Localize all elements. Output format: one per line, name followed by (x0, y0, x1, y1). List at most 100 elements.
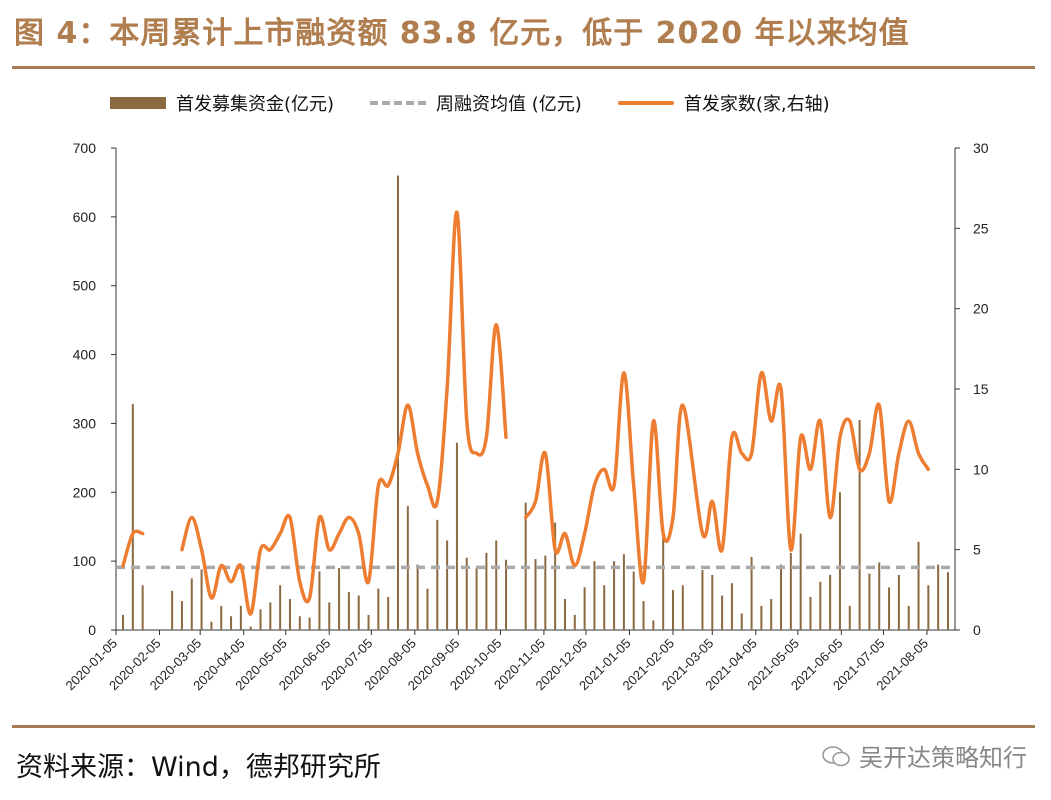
bar (946, 572, 949, 630)
bar (563, 599, 566, 630)
y-left-tick-label: 500 (73, 278, 97, 294)
bar (740, 613, 743, 630)
watermark-text: 吴开达策略知行 (859, 744, 1027, 772)
bar (171, 590, 174, 630)
bar (730, 583, 733, 630)
bar (259, 609, 262, 630)
bar (249, 626, 252, 630)
bar (426, 588, 429, 630)
bar (829, 574, 832, 630)
bar (593, 561, 596, 630)
source-note: 资料来源：Wind，德邦研究所 (16, 752, 381, 783)
bar (210, 621, 213, 630)
bar (220, 605, 223, 630)
bar (505, 559, 508, 630)
y-left-tick-label: 200 (73, 484, 97, 500)
bar (681, 585, 684, 630)
bar (671, 590, 674, 630)
bar (770, 599, 773, 630)
legend-item-line: 首发家数(家,右轴) (617, 90, 830, 116)
bar (279, 585, 282, 630)
page-title: 图 4：本周累计上市融资额 83.8 亿元，低于 2020 年以来均值 (14, 16, 910, 51)
bar (475, 568, 478, 630)
bar (230, 616, 233, 630)
legend-item-mean: 周融资均值 (亿元) (370, 90, 582, 116)
bar (338, 568, 341, 630)
bar (937, 564, 940, 630)
bar (848, 605, 851, 630)
chart-legend: 首发募集资金(亿元) 周融资均值 (亿元) 首发家数(家,右轴) (110, 90, 866, 116)
bar (455, 442, 458, 630)
y-right-tick-label: 0 (973, 622, 981, 638)
y-right-tick-label: 10 (973, 461, 989, 477)
y-right-tick-label: 20 (973, 301, 989, 317)
bar (838, 492, 841, 630)
bar (180, 601, 183, 630)
bar (799, 533, 802, 630)
bar (554, 522, 557, 630)
footer-divider (12, 725, 1035, 728)
bar (917, 541, 920, 630)
bar (652, 620, 655, 630)
bar (534, 559, 537, 630)
bar (436, 519, 439, 630)
title-divider (12, 66, 1035, 69)
bar (897, 574, 900, 630)
watermark: 吴开达策略知行 (821, 738, 1027, 773)
bar (269, 602, 272, 630)
bar (190, 578, 193, 630)
bar (367, 614, 370, 630)
bar (465, 557, 468, 630)
bar (377, 588, 380, 630)
bar (446, 540, 449, 630)
bar (809, 596, 812, 630)
wechat-icon (822, 745, 850, 766)
bar (416, 564, 419, 630)
bar (888, 587, 891, 630)
bar (868, 573, 871, 630)
bar (387, 596, 390, 630)
y-left-tick-label: 0 (88, 622, 96, 638)
legend-swatch-bar (110, 97, 166, 109)
bar (701, 570, 704, 630)
bar (573, 614, 576, 630)
bar (760, 605, 763, 630)
bar (603, 585, 606, 630)
bar (328, 602, 331, 630)
bar (711, 574, 714, 630)
bar (907, 605, 910, 630)
bar (721, 595, 724, 630)
bar (200, 569, 203, 630)
bar (583, 587, 586, 630)
bar (642, 601, 645, 630)
ipo-chart: 01002003004005006007000510152025302020-0… (62, 140, 989, 693)
bar (662, 537, 665, 630)
ipo-count-line (180, 210, 508, 616)
bar (485, 552, 488, 630)
bar (347, 592, 350, 630)
bar (544, 555, 547, 630)
y-left-tick-label: 400 (73, 347, 97, 363)
legend-label-mean: 周融资均值 (亿元) (436, 94, 582, 115)
bar (239, 605, 242, 630)
bar (789, 552, 792, 630)
y-left-tick-label: 100 (73, 553, 97, 569)
y-right-tick-label: 15 (973, 381, 989, 397)
y-left-tick-label: 600 (73, 209, 97, 225)
legend-label-line: 首发家数(家,右轴) (683, 94, 830, 115)
bar (878, 562, 881, 630)
bar (780, 564, 783, 630)
bar (622, 554, 625, 630)
y-right-tick-label: 25 (973, 220, 989, 236)
legend-item-bar: 首发募集资金(亿元) (110, 90, 334, 116)
bar (858, 419, 861, 630)
bar (632, 571, 635, 630)
ipo-count-line (121, 529, 145, 568)
y-left-tick-label: 700 (73, 140, 97, 156)
bar (141, 585, 144, 630)
y-right-tick-label: 30 (973, 140, 989, 156)
bar (298, 616, 301, 630)
ipo-count-line (523, 371, 931, 585)
bar (495, 540, 498, 630)
bar (131, 404, 134, 630)
